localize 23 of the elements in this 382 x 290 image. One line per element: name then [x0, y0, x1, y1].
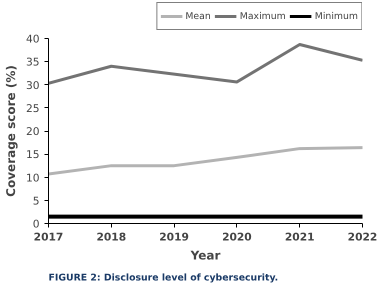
y-tick-label: 35: [26, 56, 40, 69]
x-tick-label: 2018: [96, 230, 126, 244]
y-tick-label: 5: [32, 194, 40, 208]
x-tick-label: 2020: [222, 230, 252, 244]
y-tick-label: 20: [26, 125, 40, 138]
line-series: [48, 146, 362, 176]
y-tick-label: 0: [32, 218, 40, 230]
y-tick-label: 30: [26, 78, 40, 92]
x-tick-label: 2021: [284, 230, 315, 244]
x-axis-title: Year: [190, 248, 220, 262]
caption: FIGURE 2: Disclosure level of cybersecurity.: [48, 272, 278, 284]
legend-label: Minimum: [314, 10, 358, 22]
legend-label: Mean: [185, 10, 211, 22]
y-tick-label: 15: [26, 148, 40, 162]
x-tick-label: 2019: [159, 230, 189, 244]
line-series: [48, 43, 362, 85]
y-tick-label: 40: [26, 32, 40, 46]
x-tick-label: 2022: [348, 230, 378, 244]
y-axis-title: Coverage score (%): [4, 65, 18, 197]
y-tick-label: 25: [26, 102, 40, 115]
y-tick-label: 10: [26, 171, 40, 184]
legend-label: Maximum: [240, 10, 286, 22]
x-tick-label: 2017: [34, 230, 64, 244]
